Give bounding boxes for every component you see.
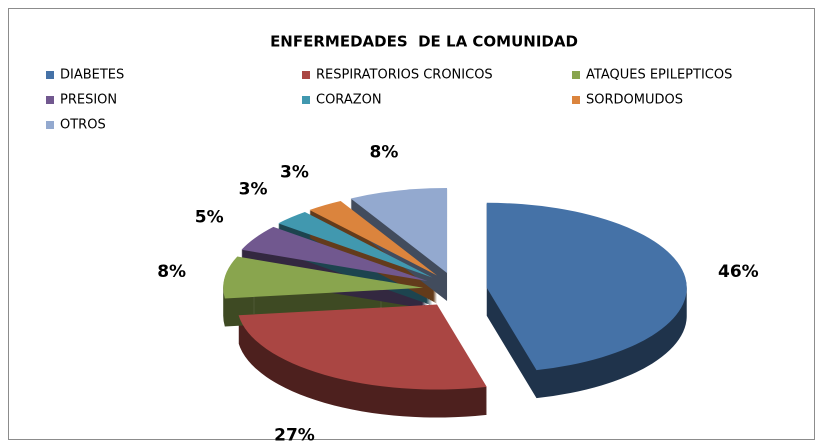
pie-slice: [309, 200, 438, 276]
legend-label: DIABETES: [60, 68, 124, 83]
pie-slice: [241, 226, 428, 282]
legend-swatch: [46, 96, 54, 104]
pie-slice: [350, 187, 448, 273]
legend-swatch: [302, 96, 310, 104]
data-label: 8%: [157, 262, 186, 282]
pie-slice: [238, 304, 487, 390]
chart-title: ENFERMEDADES DE LA COMUNIDAD: [270, 33, 578, 51]
legend-label: PRESION: [60, 93, 117, 108]
legend-label: ATAQUES EPILEPTICOS: [586, 68, 732, 83]
data-label: 8%: [370, 142, 399, 162]
data-label: 3%: [239, 179, 268, 199]
legend-swatch: [572, 71, 580, 79]
pie-slice: [486, 202, 687, 371]
legend-label: OTROS: [60, 118, 106, 133]
legend-label: RESPIRATORIOS CRONICOS: [316, 68, 493, 83]
legend-label: CORAZON: [316, 93, 382, 108]
legend-swatch: [46, 121, 54, 129]
pie-slice: [223, 256, 424, 299]
legend-swatch: [46, 71, 54, 79]
data-label: 46%: [718, 262, 759, 282]
data-label: 3%: [280, 162, 309, 182]
data-label: 27%: [274, 426, 315, 446]
legend-swatch: [572, 96, 580, 104]
data-label: 5%: [195, 208, 224, 228]
legend-label: SORDOMUDOS: [586, 93, 683, 108]
pie-slice: [278, 212, 433, 278]
legend-swatch: [302, 71, 310, 79]
